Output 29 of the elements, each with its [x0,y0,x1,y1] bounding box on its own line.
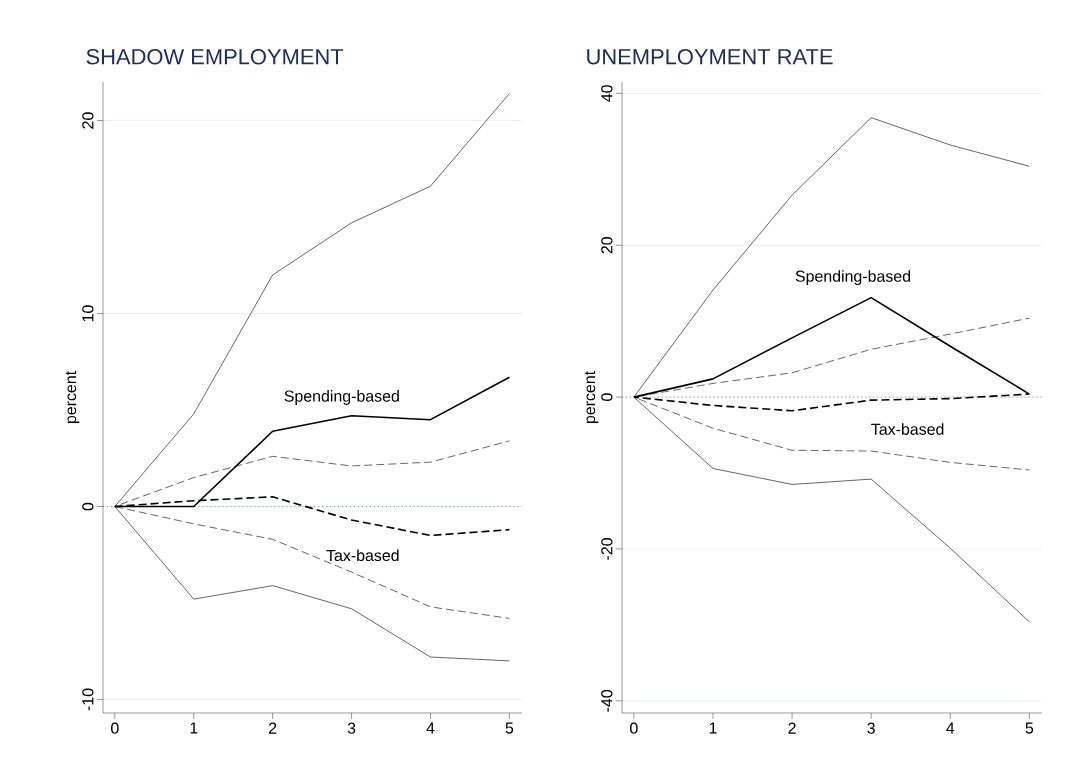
x-tick-label: 2 [788,722,796,734]
y-tick-label: 10 [82,305,94,322]
annotation: Tax-based [326,549,399,562]
x-tick-label: 1 [190,722,198,734]
chart-title: UNEMPLOYMENT RATE [587,48,833,65]
annotation: Spending-based [795,270,911,286]
x-tick-label: 3 [347,722,356,734]
y-tick-label: 20 [82,112,94,129]
y-axis-title: percent [584,371,599,424]
x-tick-label: 0 [111,722,119,734]
x-tick-label: 3 [867,722,875,734]
y-tick-label: -20 [601,538,613,560]
x-tick-label: 2 [269,722,277,734]
y-tick-label: 40 [601,85,613,102]
annotation: Tax-based [871,423,944,435]
chart-title: SHADOW EMPLOYMENT [86,48,344,65]
y-axis-title: percent [65,371,80,424]
x-tick-label: 5 [505,722,514,734]
x-tick-label: 1 [709,722,717,734]
x-tick-label: 5 [1025,722,1034,734]
x-tick-label: 4 [946,722,955,734]
y-tick-label: 0 [82,502,94,511]
annotation: Spending-based [284,390,399,405]
y-tick-label: -40 [601,689,613,712]
y-tick-label: -10 [82,688,94,711]
x-tick-label: 0 [630,722,638,734]
y-tick-label: 0 [601,393,613,401]
x-tick-label: 4 [426,722,435,734]
y-tick-label: 20 [601,237,613,254]
